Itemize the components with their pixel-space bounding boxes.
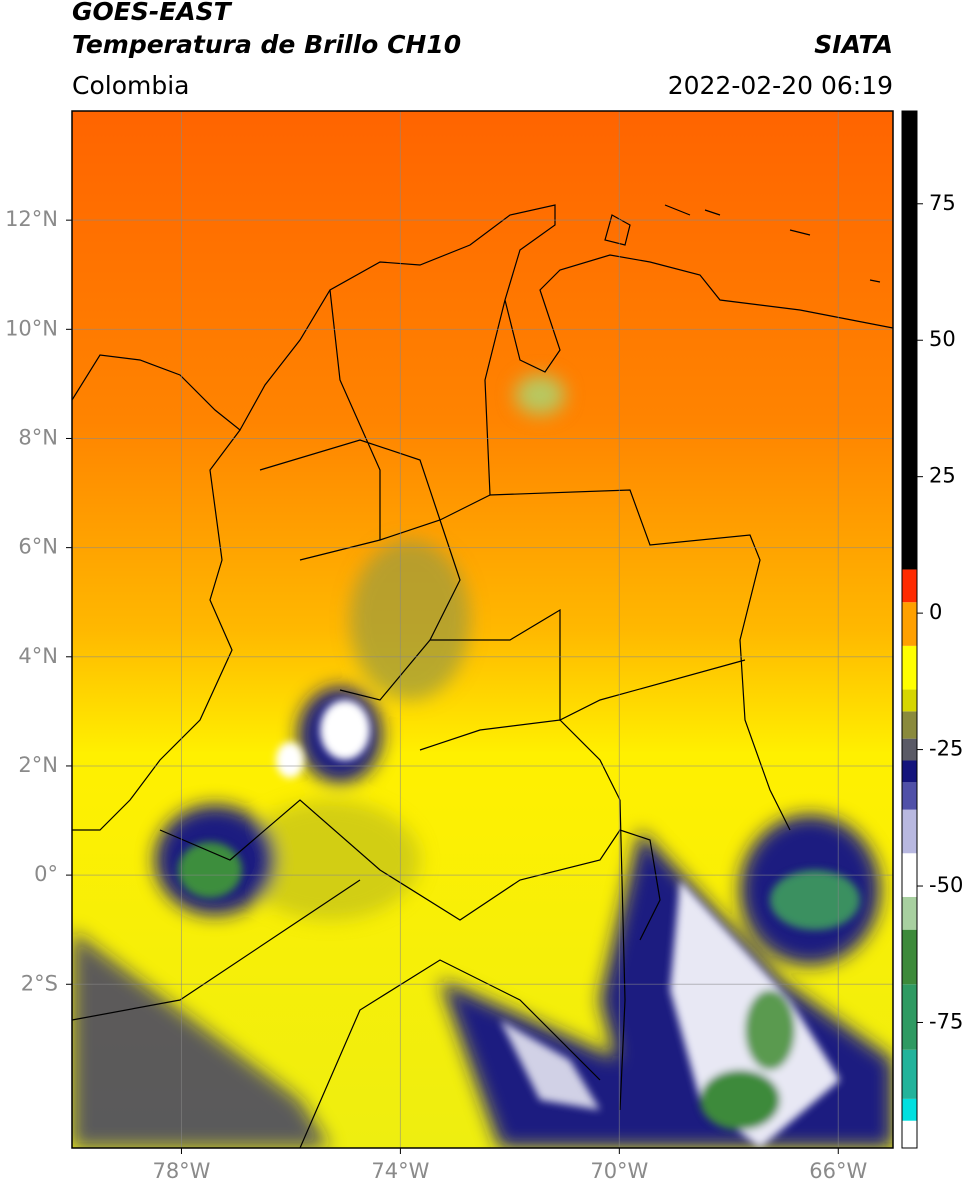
- y-tick-label: 8°N: [18, 425, 58, 449]
- y-tick-label: 4°N: [18, 644, 58, 668]
- colorbar-segment: [902, 896, 917, 930]
- colorbar-segment: [902, 602, 917, 646]
- x-tick-label: 74°W: [371, 1159, 429, 1183]
- x-tick-label: 78°W: [152, 1159, 210, 1183]
- colorbar-segment: [902, 782, 917, 810]
- y-tick-label: 10°N: [5, 316, 58, 340]
- colorbar-segment: [902, 738, 917, 761]
- colorbar-segment: [902, 984, 917, 1050]
- colorbar-tick-label: -50: [929, 873, 963, 897]
- source: SIATA: [814, 30, 893, 59]
- colorbar-segment: [902, 929, 917, 985]
- colorbar-segment: [902, 1049, 917, 1099]
- title: GOES-EAST: [72, 0, 233, 26]
- colorbar-tick-label: -25: [929, 737, 963, 761]
- colorbar-segment: [902, 809, 917, 854]
- colorbar-tick-label: 75: [929, 191, 956, 215]
- colorbar-tick-label: 0: [929, 600, 942, 624]
- x-tick-label: 66°W: [809, 1159, 867, 1183]
- colorbar-tick-label: 50: [929, 327, 956, 351]
- region: Colombia: [72, 71, 189, 100]
- borders: [72, 204, 893, 1148]
- cloud-tops: [178, 700, 860, 1148]
- colorbar-segment: [902, 645, 917, 690]
- colorbar-segment: [902, 711, 917, 739]
- colorbar-segment: [902, 760, 917, 783]
- colorbar-segment: [902, 689, 917, 712]
- colorbar-segment: [902, 1120, 917, 1148]
- y-tick-label: 12°N: [5, 207, 58, 231]
- x-tick-label: 70°W: [590, 1159, 648, 1183]
- y-tick-label: 2°N: [18, 753, 58, 777]
- subtitle: Temperatura de Brillo CH10: [72, 30, 461, 59]
- timestamp: 2022-02-20 06:19: [668, 71, 893, 100]
- colorbar-tick-label: 25: [929, 464, 956, 488]
- colorbar-tick-label: -75: [929, 1009, 963, 1033]
- colorbar-segment: [902, 853, 917, 897]
- colorbar-segment: [902, 111, 917, 570]
- map-frame: [71, 110, 894, 1149]
- y-tick-label: 6°N: [18, 535, 58, 559]
- colorbar-segment: [902, 1098, 917, 1121]
- colorbar-segment: [902, 569, 917, 603]
- y-tick-label: 0°: [34, 862, 58, 886]
- y-tick-label: 2°S: [21, 971, 58, 995]
- colorbar-frame: [901, 110, 918, 1149]
- map-image: [72, 111, 893, 1148]
